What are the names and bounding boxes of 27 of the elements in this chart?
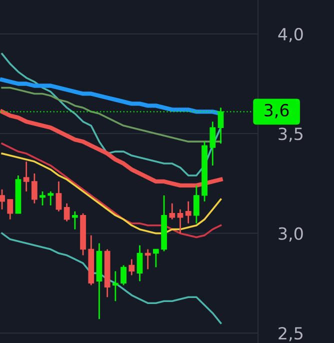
y-tick-label: 2,5 (278, 326, 302, 342)
candlestick (136, 244, 143, 282)
line-series (1, 232, 222, 324)
candlestick (56, 180, 62, 212)
candlestick (23, 160, 30, 192)
ref-line-label: 3,6 (264, 104, 289, 118)
candlestick (152, 248, 159, 268)
candlestick (185, 200, 192, 224)
candlestick (112, 270, 118, 302)
candlestick (193, 184, 200, 224)
candlestick (177, 208, 184, 234)
candlestick (169, 202, 176, 220)
candlestick (48, 190, 54, 206)
candlestick (40, 190, 46, 206)
candlestick (128, 258, 135, 276)
candlestick (210, 120, 216, 166)
candlestick (144, 248, 151, 270)
candlestick (7, 198, 14, 220)
y-tick-label: 4,0 (278, 28, 303, 42)
candlestick (72, 210, 78, 230)
y-tick-label: 3,0 (278, 227, 303, 242)
y-tick-label: 3,5 (278, 128, 302, 142)
line-series (0, 110, 223, 188)
candlestick (31, 172, 38, 204)
candlestick (120, 264, 126, 286)
candlestick (0, 188, 5, 210)
candlestick (64, 202, 70, 222)
